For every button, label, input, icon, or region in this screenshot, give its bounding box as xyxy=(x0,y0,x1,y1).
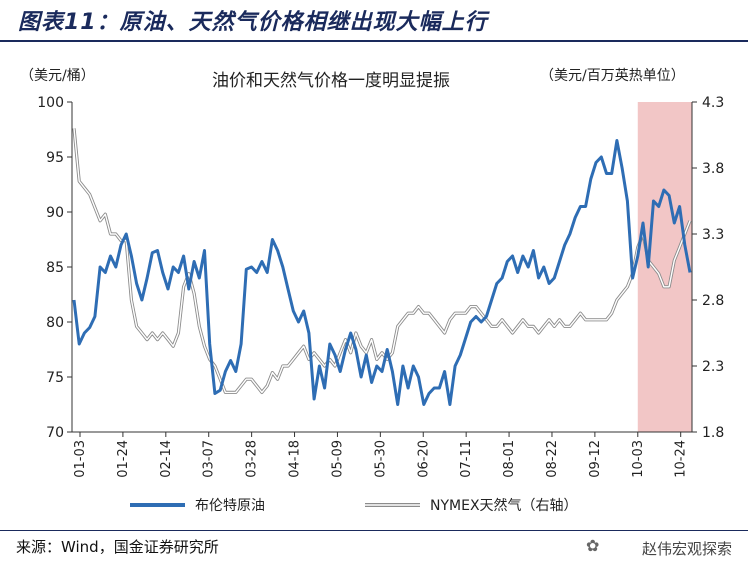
x-tick-label: 01-24 xyxy=(116,440,131,478)
watermark-text: 赵伟宏观探索 xyxy=(641,540,732,558)
chart-canvas: 100 95 90 85 80 75 70 4.3 3.8 3.3 2.8 2.3 1.8 01-03 01… xyxy=(20,67,724,514)
y-right-tick-label: 2.8 xyxy=(702,293,724,309)
x-tick-label: 05-09 xyxy=(330,440,345,478)
x-tick-label: 03-07 xyxy=(202,440,217,478)
legend-gas-label: NYMEX天然气（右轴） xyxy=(430,497,578,514)
x-tick-label: 10-03 xyxy=(631,440,646,478)
x-tick-label: 05-30 xyxy=(373,440,388,478)
highlight-region xyxy=(637,102,692,432)
series-gas-line xyxy=(73,128,691,394)
footer-rule xyxy=(0,530,748,531)
y-left-tick-label: 95 xyxy=(46,150,64,166)
x-tick-label: 07-11 xyxy=(459,440,474,478)
y-right-tick-label: 4.3 xyxy=(702,95,724,111)
x-tick-label: 06-20 xyxy=(416,440,431,478)
x-tick-label: 01-03 xyxy=(73,440,88,478)
title-rule xyxy=(0,40,748,42)
y-left-unit: （美元/桶） xyxy=(20,68,95,84)
x-tick-label: 08-01 xyxy=(502,440,517,478)
x-tick-label: 08-22 xyxy=(545,440,560,478)
y-right-tick-label: 3.3 xyxy=(702,227,724,243)
x-tick-label: 02-14 xyxy=(159,440,174,478)
y-left-tick-label: 100 xyxy=(37,95,64,111)
legend-brent-label: 布伦特原油 xyxy=(195,498,265,514)
x-tick-label: 09-12 xyxy=(588,440,603,478)
y-left-tick-label: 75 xyxy=(46,370,64,386)
y-right-tick-label: 2.3 xyxy=(702,359,724,375)
y-right-tick-label: 1.8 xyxy=(702,425,724,441)
y-right-tick-label: 3.8 xyxy=(702,161,724,177)
y-left-tick-label: 85 xyxy=(46,260,64,276)
y-left-tick-label: 70 xyxy=(46,425,64,441)
source-note: 来源：Wind，国金证券研究所 xyxy=(16,538,219,556)
x-tick-label: 04-18 xyxy=(288,440,303,478)
series-brent-line xyxy=(72,139,692,406)
figure-title: 图表11：原油、天然气价格相继出现大幅上行 xyxy=(18,10,488,35)
x-tick-label: 10-24 xyxy=(674,440,689,478)
x-tick-label: 03-28 xyxy=(245,440,260,478)
y-left-tick-label: 90 xyxy=(46,205,64,221)
y-right-unit: （美元/百万英热单位） xyxy=(540,67,685,84)
chart-subtitle: 油价和天然气价格一度明显提振 xyxy=(212,71,450,91)
wechat-icon: ✿ xyxy=(586,536,600,555)
y-left-tick-label: 80 xyxy=(46,315,64,331)
